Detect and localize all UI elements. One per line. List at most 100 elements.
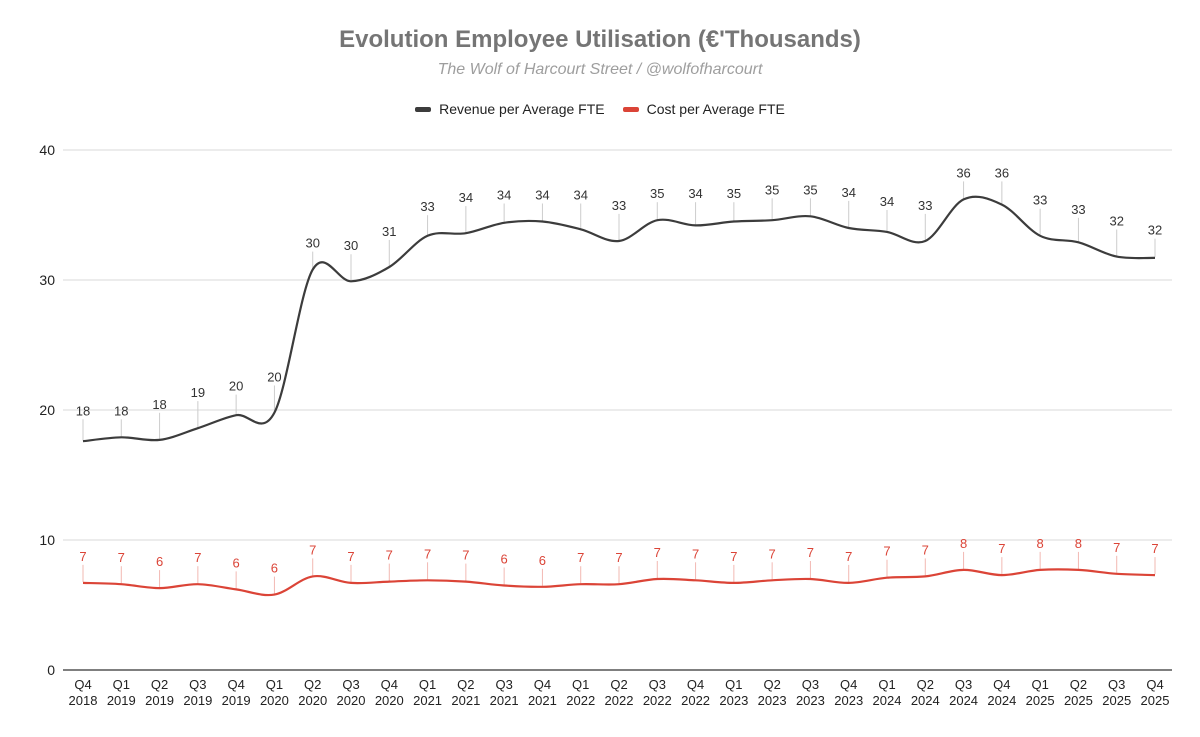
x-tick-label-quarter: Q1 bbox=[572, 677, 589, 692]
data-label-cost: 8 bbox=[960, 536, 967, 551]
x-tick-label-year: 2023 bbox=[719, 693, 748, 708]
x-tick-label-quarter: Q2 bbox=[917, 677, 934, 692]
x-tick-label-quarter: Q3 bbox=[802, 677, 819, 692]
data-label-revenue: 32 bbox=[1109, 214, 1123, 229]
x-tick-label-quarter: Q2 bbox=[610, 677, 627, 692]
data-label-revenue: 30 bbox=[305, 236, 319, 251]
data-label-revenue: 18 bbox=[76, 403, 90, 418]
x-tick-label-quarter: Q3 bbox=[189, 677, 206, 692]
x-tick-label-quarter: Q3 bbox=[1108, 677, 1125, 692]
x-tick-label-quarter: Q1 bbox=[878, 677, 895, 692]
x-tick-label-year: 2019 bbox=[222, 693, 251, 708]
data-label-revenue: 33 bbox=[612, 198, 626, 213]
data-label-cost: 6 bbox=[271, 561, 278, 576]
x-tick-label-quarter: Q2 bbox=[1070, 677, 1087, 692]
data-label-revenue: 35 bbox=[803, 182, 817, 197]
y-tick-label: 20 bbox=[39, 402, 55, 418]
data-label-cost: 7 bbox=[845, 549, 852, 564]
legend-swatch-revenue bbox=[415, 106, 432, 112]
x-tick-label-year: 2021 bbox=[528, 693, 557, 708]
x-tick-label-year: 2022 bbox=[566, 693, 595, 708]
data-label-revenue: 34 bbox=[841, 185, 855, 200]
series-lines bbox=[82, 195, 1156, 597]
legend-label-cost: Cost per Average FTE bbox=[646, 101, 785, 117]
legend-label-revenue: Revenue per Average FTE bbox=[439, 101, 605, 117]
x-tick-label-quarter: Q4 bbox=[840, 677, 857, 692]
data-label-cost: 7 bbox=[730, 549, 737, 564]
data-label-cost: 7 bbox=[654, 545, 661, 560]
data-label-cost: 7 bbox=[577, 550, 584, 565]
x-tick-label-quarter: Q1 bbox=[113, 677, 130, 692]
x-tick-label-quarter: Q4 bbox=[227, 677, 244, 692]
x-tick-label-year: 2018 bbox=[69, 693, 98, 708]
x-tick-label-year: 2022 bbox=[643, 693, 672, 708]
x-tick-label-quarter: Q1 bbox=[419, 677, 436, 692]
gridlines bbox=[63, 149, 1172, 671]
legend-item-revenue: Revenue per Average FTE bbox=[415, 101, 605, 117]
x-tick-label-quarter: Q2 bbox=[457, 677, 474, 692]
x-tick-label-quarter: Q3 bbox=[342, 677, 359, 692]
y-tick-label: 30 bbox=[39, 272, 55, 288]
x-tick-label-quarter: Q2 bbox=[763, 677, 780, 692]
x-tick-label-year: 2025 bbox=[1102, 693, 1131, 708]
data-label-revenue: 18 bbox=[114, 403, 128, 418]
x-tick-label-year: 2021 bbox=[451, 693, 480, 708]
data-label-cost: 7 bbox=[79, 549, 86, 564]
x-tick-label-quarter: Q2 bbox=[151, 677, 168, 692]
x-axis-ticks: Q42018Q12019Q22019Q32019Q42019Q12020Q220… bbox=[69, 677, 1170, 708]
x-tick-label-year: 2025 bbox=[1141, 693, 1170, 708]
data-label-cost: 7 bbox=[692, 546, 699, 561]
x-tick-label-quarter: Q3 bbox=[955, 677, 972, 692]
data-label-revenue: 36 bbox=[995, 165, 1009, 180]
data-label-cost: 6 bbox=[501, 552, 508, 567]
legend-item-cost: Cost per Average FTE bbox=[622, 101, 785, 117]
series-line-cost bbox=[82, 568, 1156, 597]
x-tick-label-year: 2020 bbox=[298, 693, 327, 708]
data-label-revenue: 20 bbox=[267, 370, 281, 385]
data-label-cost: 7 bbox=[347, 549, 354, 564]
data-label-cost: 7 bbox=[462, 548, 469, 563]
x-tick-label-year: 2022 bbox=[605, 693, 634, 708]
series-line-revenue bbox=[82, 195, 1156, 443]
data-label-revenue: 35 bbox=[765, 182, 779, 197]
x-tick-label-year: 2025 bbox=[1064, 693, 1093, 708]
y-tick-label: 0 bbox=[47, 662, 55, 678]
y-axis-ticks: 0 10 20 30 40 bbox=[39, 142, 55, 678]
data-label-leaders bbox=[82, 181, 1156, 594]
data-label-revenue: 36 bbox=[956, 165, 970, 180]
data-label-revenue: 33 bbox=[420, 199, 434, 214]
x-tick-label-quarter: Q3 bbox=[495, 677, 512, 692]
x-tick-label-year: 2020 bbox=[260, 693, 289, 708]
data-label-cost: 7 bbox=[386, 548, 393, 563]
data-label-cost: 7 bbox=[424, 546, 431, 561]
x-tick-label-year: 2024 bbox=[949, 693, 978, 708]
data-label-cost: 7 bbox=[118, 550, 125, 565]
x-tick-label-year: 2022 bbox=[681, 693, 710, 708]
data-label-revenue: 33 bbox=[1033, 193, 1047, 208]
data-label-revenue: 32 bbox=[1148, 223, 1162, 238]
x-tick-label-quarter: Q3 bbox=[649, 677, 666, 692]
x-tick-label-quarter: Q4 bbox=[381, 677, 398, 692]
x-tick-label-quarter: Q4 bbox=[534, 677, 551, 692]
x-tick-label-year: 2019 bbox=[107, 693, 136, 708]
data-label-cost: 7 bbox=[922, 542, 929, 557]
data-label-revenue: 19 bbox=[191, 385, 205, 400]
x-tick-label-year: 2023 bbox=[834, 693, 863, 708]
x-tick-label-year: 2020 bbox=[337, 693, 366, 708]
x-tick-label-year: 2024 bbox=[987, 693, 1016, 708]
data-label-cost: 6 bbox=[156, 554, 163, 569]
data-label-cost: 8 bbox=[1075, 536, 1082, 551]
data-label-revenue: 35 bbox=[727, 186, 741, 201]
x-tick-label-year: 2024 bbox=[911, 693, 940, 708]
data-label-revenue: 35 bbox=[650, 186, 664, 201]
x-tick-label-year: 2025 bbox=[1026, 693, 1055, 708]
data-label-cost: 7 bbox=[769, 546, 776, 561]
data-label-revenue: 33 bbox=[918, 198, 932, 213]
x-tick-label-quarter: Q4 bbox=[687, 677, 704, 692]
x-tick-label-year: 2020 bbox=[375, 693, 404, 708]
data-label-revenue: 31 bbox=[382, 224, 396, 239]
data-label-revenue: 33 bbox=[1071, 202, 1085, 217]
x-tick-label-quarter: Q1 bbox=[725, 677, 742, 692]
data-label-revenue: 34 bbox=[535, 188, 549, 203]
